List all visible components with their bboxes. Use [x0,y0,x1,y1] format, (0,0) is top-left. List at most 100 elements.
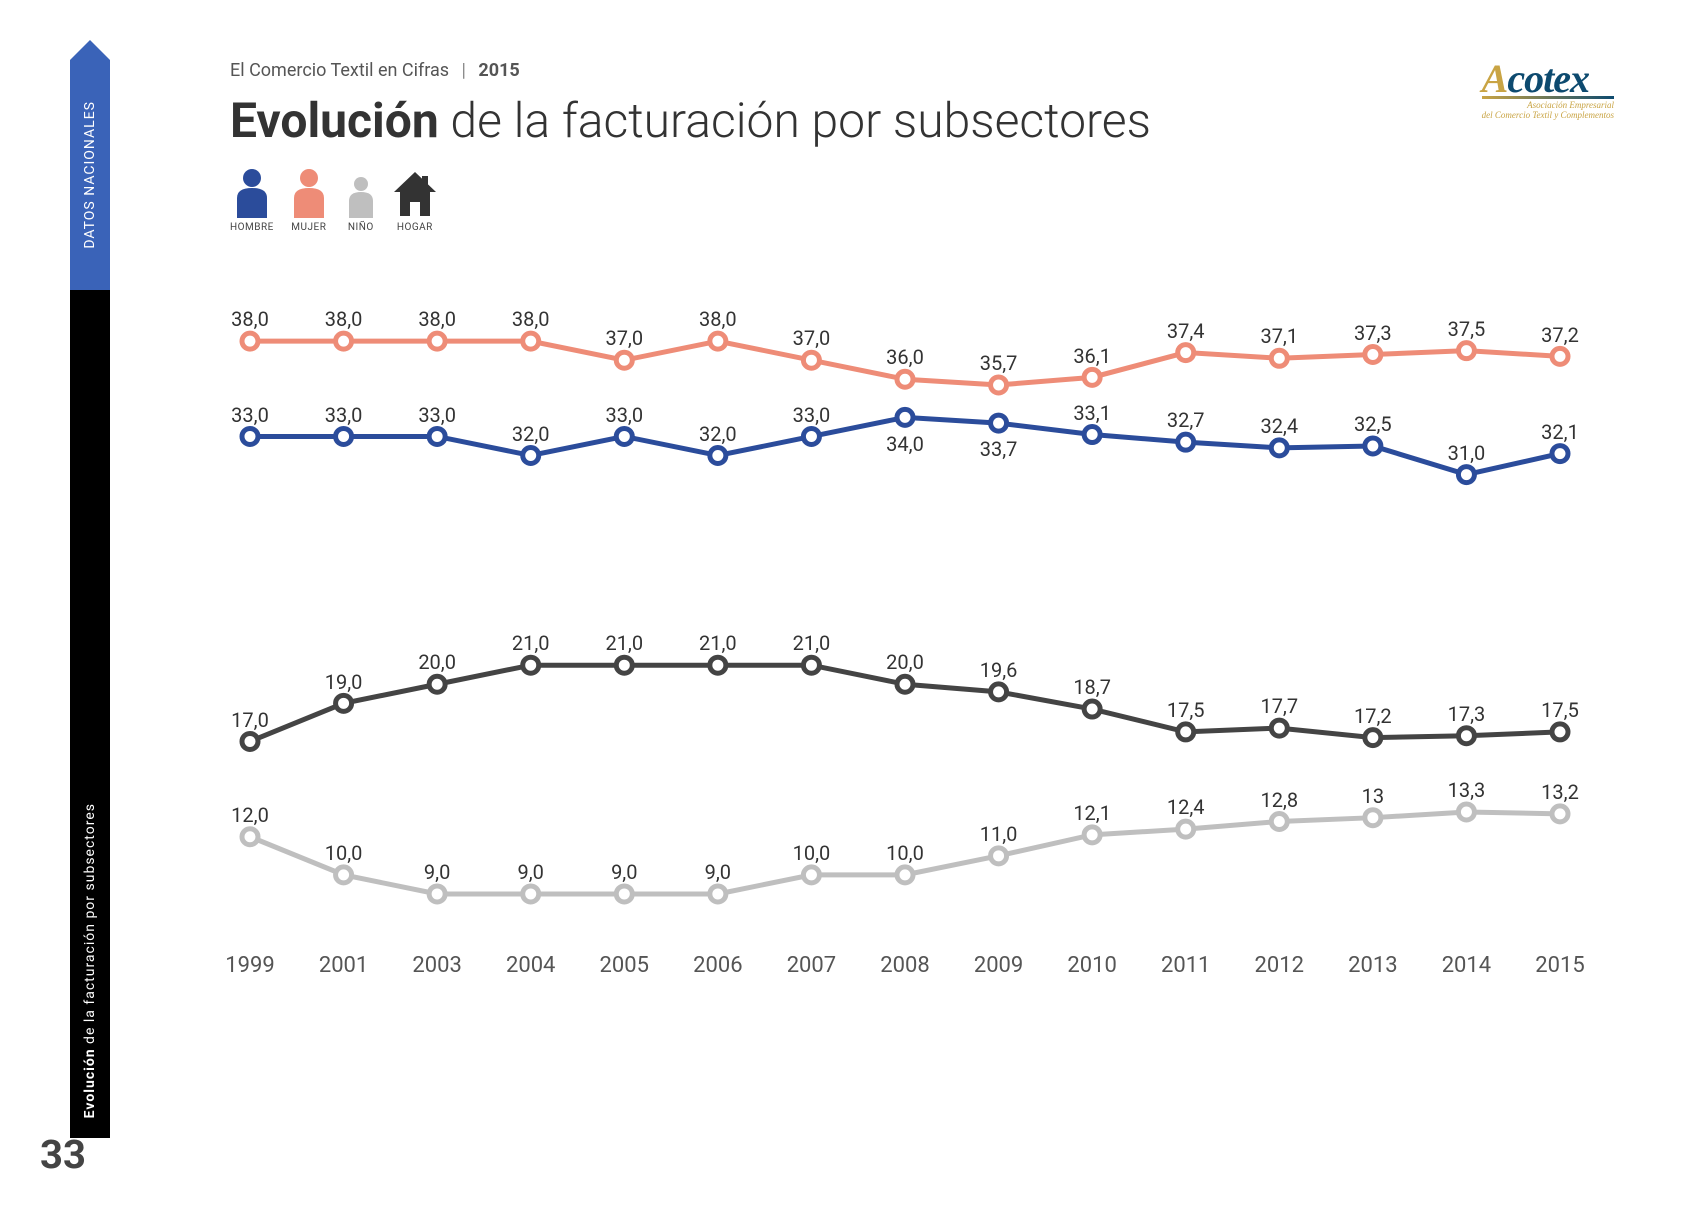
series-marker-mujer [897,371,913,387]
data-label-nino: 12,4 [1167,795,1205,819]
series-marker-mujer [616,352,632,368]
series-marker-nino [242,829,258,845]
data-label-hogar: 18,7 [1073,675,1111,699]
person-icon [344,176,378,218]
data-label-mujer: 37,0 [793,326,831,350]
data-label-hombre: 34,0 [886,432,924,456]
data-label-nino: 9,0 [517,860,543,884]
series-marker-nino [1271,814,1287,830]
series-marker-hogar [523,657,539,673]
legend-label: NIÑO [348,222,374,233]
series-marker-mujer [1365,347,1381,363]
series-marker-mujer [1271,350,1287,366]
data-label-mujer: 37,1 [1260,324,1298,348]
x-axis-label: 2012 [1234,953,1324,978]
sidebar-section: DATOS NACIONALES [70,60,110,290]
series-marker-nino [1178,821,1194,837]
series-marker-hogar [616,657,632,673]
data-label-hogar: 17,3 [1448,702,1486,726]
series-marker-mujer [803,352,819,368]
x-axis-label: 2015 [1515,953,1605,978]
series-marker-hogar [991,684,1007,700]
series-marker-mujer [1084,370,1100,386]
person-icon [288,168,330,218]
series-marker-nino [1552,806,1568,822]
house-icon [392,170,438,218]
x-axis-label: 2014 [1421,953,1511,978]
data-label-mujer: 38,0 [231,307,269,331]
data-label-hombre: 32,1 [1541,420,1579,444]
data-label-nino: 9,0 [705,860,731,884]
x-axis-label: 2009 [954,953,1044,978]
series-marker-nino [1365,810,1381,826]
series-marker-hogar [710,657,726,673]
x-axis: 1999200120032004200520062007200820092010… [230,953,1580,1018]
x-axis-label: 2003 [392,953,482,978]
data-label-hogar: 20,0 [886,650,924,674]
series-marker-hombre [803,429,819,445]
data-label-hogar: 17,5 [1541,698,1579,722]
series-marker-hogar [336,696,352,712]
data-label-mujer: 38,0 [325,307,363,331]
x-axis-label: 2011 [1141,953,1231,978]
series-marker-nino [1084,827,1100,843]
data-label-hombre: 33,0 [605,403,643,427]
x-axis-label: 2007 [766,953,856,978]
data-label-hombre: 33,0 [793,403,831,427]
series-marker-nino [803,867,819,883]
data-label-hogar: 17,7 [1260,694,1298,718]
series-marker-hogar [242,734,258,750]
series-marker-hogar [1084,701,1100,717]
data-label-hombre: 33,7 [980,437,1018,461]
legend-label: MUJER [291,222,326,233]
series-marker-mujer [429,333,445,349]
series-marker-mujer [1552,349,1568,365]
series-marker-hombre [429,429,445,445]
series-marker-nino [429,886,445,902]
data-label-mujer: 38,0 [512,307,550,331]
series-marker-nino [897,867,913,883]
x-axis-label: 2008 [860,953,950,978]
x-axis-label: 2001 [299,953,389,978]
data-label-mujer: 37,4 [1167,319,1205,343]
series-marker-hombre [1271,440,1287,456]
series-marker-mujer [242,333,258,349]
data-label-hombre: 32,4 [1260,414,1298,438]
series-marker-nino [523,886,539,902]
series-marker-nino [991,848,1007,864]
data-label-mujer: 37,3 [1354,321,1392,345]
data-label-nino: 11,0 [980,822,1018,846]
series-marker-hogar [1178,724,1194,740]
series-marker-mujer [1178,345,1194,361]
data-label-mujer: 35,7 [980,351,1018,375]
x-axis-label: 2010 [1047,953,1137,978]
data-label-mujer: 36,0 [886,345,924,369]
series-marker-nino [710,886,726,902]
series-marker-hombre [336,429,352,445]
data-label-hombre: 33,1 [1073,401,1111,425]
data-label-hogar: 19,0 [325,670,363,694]
series-marker-hogar [1365,730,1381,746]
series-marker-hogar [803,657,819,673]
series-marker-mujer [336,333,352,349]
data-label-nino: 9,0 [424,860,450,884]
series-marker-nino [1458,804,1474,820]
breadcrumb: El Comercio Textil en Cifras | 2015 [230,60,1624,81]
legend: HOMBRE MUJER NIÑO HOGAR [230,168,1624,233]
data-label-hogar: 20,0 [418,650,456,674]
data-label-nino: 9,0 [611,860,637,884]
data-label-nino: 10,0 [325,841,363,865]
data-label-hogar: 21,0 [699,631,737,655]
data-label-mujer: 37,5 [1448,317,1486,341]
data-label-hombre: 32,0 [699,422,737,446]
series-marker-hogar [1552,724,1568,740]
legend-item-hombre: HOMBRE [230,168,274,233]
person-icon [231,168,273,218]
data-label-hombre: 33,0 [325,403,363,427]
data-label-hogar: 19,6 [980,658,1018,682]
data-label-mujer: 38,0 [418,307,456,331]
page-number: 33 [40,1131,86,1178]
sidebar-section-label: DATOS NACIONALES [82,101,98,249]
data-label-mujer: 37,0 [605,326,643,350]
series-marker-hombre [710,448,726,464]
